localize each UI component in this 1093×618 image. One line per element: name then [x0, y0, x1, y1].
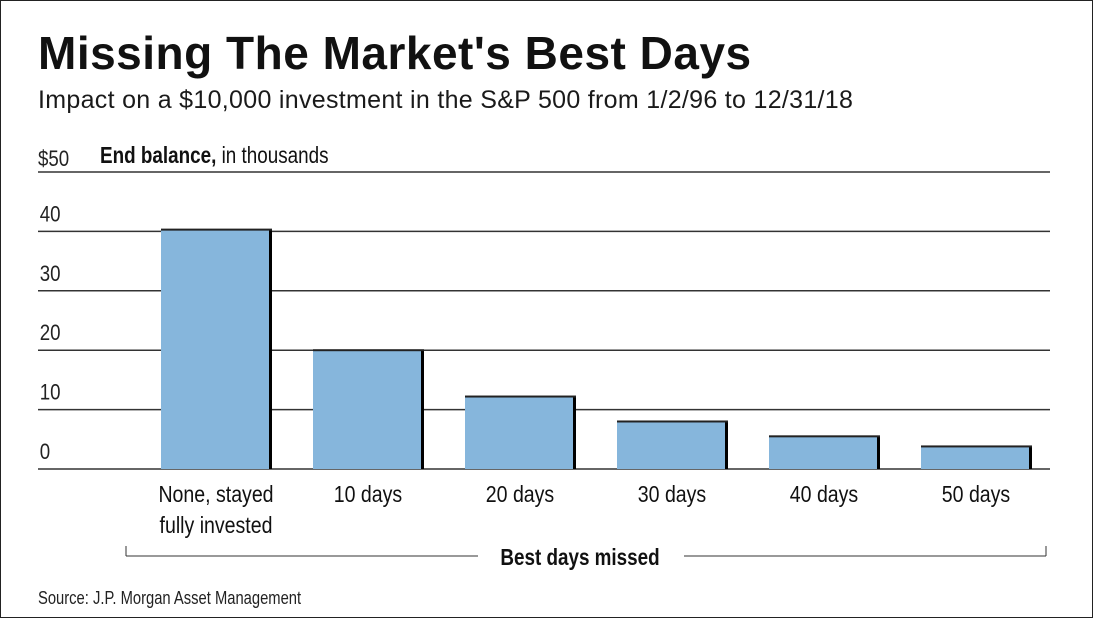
y-axis-label-rest: in thousands: [216, 142, 329, 168]
category-label-3-line-0: 30 days: [638, 482, 706, 508]
bar-1: [313, 350, 423, 469]
category-label-0-line-0: None, stayed: [158, 482, 273, 508]
y-tick-label-20: 20: [40, 322, 61, 346]
bar-0: [161, 229, 271, 469]
bar-shadow-4: [877, 436, 880, 469]
y-axis-label-bold: End balance,: [100, 142, 217, 168]
bar-shadow-1: [421, 350, 424, 469]
y-tick-label-10: 10: [40, 381, 61, 405]
bar-shadow-3: [725, 421, 728, 469]
y-tick-label-40: 40: [40, 203, 61, 227]
bar-top-edge-4: [769, 435, 880, 438]
y-tick-label-30: 30: [40, 262, 61, 286]
category-label-2-line-0: 20 days: [486, 482, 554, 508]
x-axis-title: Best days missed: [500, 545, 659, 570]
category-label-4-line-0: 40 days: [790, 482, 858, 508]
bar-shadow-2: [573, 396, 576, 469]
bar-3: [617, 421, 727, 469]
chart-subtitle: Impact on a $10,000 investment in the S&…: [38, 86, 854, 114]
bar-top-edge-2: [465, 395, 576, 398]
bar-4: [769, 436, 879, 469]
category-label-1-line-0: 10 days: [334, 482, 402, 508]
category-label-0-line-1: fully invested: [160, 513, 273, 539]
bar-top-edge-1: [313, 349, 424, 352]
bar-2: [465, 396, 575, 469]
category-labels: None, stayed fully invested 10 days 20 days…: [158, 482, 1010, 539]
bars: [161, 228, 1032, 469]
bar-shadow-5: [1029, 446, 1032, 469]
y-tick-label-0: 0: [40, 441, 50, 465]
y-tick-labels: $50 0 10 20 30 40: [38, 148, 69, 465]
x-axis-title-group: Best days missed: [125, 545, 1047, 570]
y-tick-label-50: $50: [38, 148, 69, 172]
bar-top-edge-5: [921, 445, 1032, 448]
bar-5: [921, 446, 1031, 469]
bar-top-edge-0: [161, 228, 272, 231]
y-axis-label: End balance, in thousands: [100, 142, 329, 169]
source-note: Source: J.P. Morgan Asset Management: [38, 588, 302, 608]
category-label-5-line-0: 50 days: [942, 482, 1010, 508]
bar-top-edge-3: [617, 420, 728, 423]
chart-title: Missing The Market's Best Days: [38, 27, 752, 79]
bar-shadow-0: [269, 229, 272, 469]
